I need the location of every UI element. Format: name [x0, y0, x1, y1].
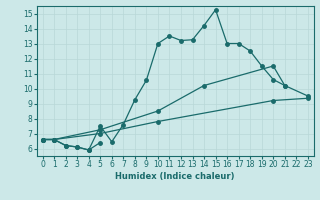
X-axis label: Humidex (Indice chaleur): Humidex (Indice chaleur)	[116, 172, 235, 181]
